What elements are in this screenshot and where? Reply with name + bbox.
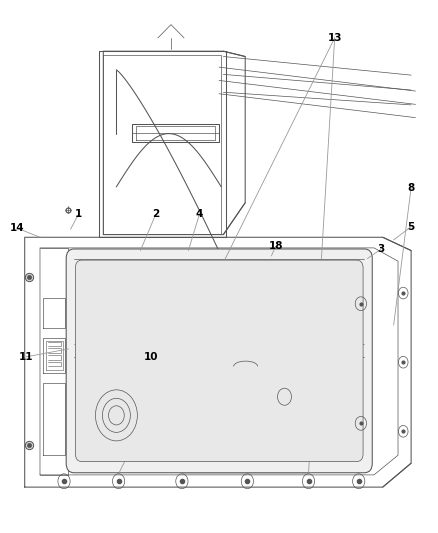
Text: 4: 4: [196, 209, 203, 220]
FancyBboxPatch shape: [75, 260, 363, 462]
Text: 5: 5: [407, 222, 415, 232]
Text: 3: 3: [377, 245, 384, 254]
Text: 18: 18: [268, 241, 283, 251]
Text: 2: 2: [152, 209, 159, 220]
Text: 14: 14: [10, 223, 25, 233]
Text: 10: 10: [144, 352, 159, 362]
Text: 8: 8: [407, 183, 415, 193]
Text: 1: 1: [75, 209, 82, 220]
Text: 13: 13: [328, 33, 342, 43]
FancyBboxPatch shape: [66, 249, 372, 473]
Text: 11: 11: [19, 352, 33, 362]
